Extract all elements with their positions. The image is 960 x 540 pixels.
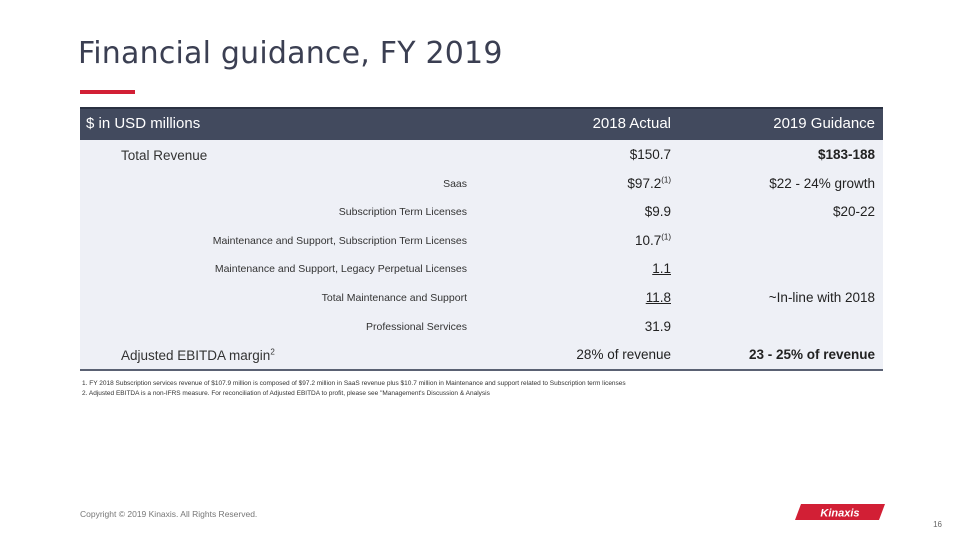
row-actual: 28% of revenue — [576, 347, 671, 363]
row-label: Total Revenue — [121, 148, 208, 163]
row-label: Total Maintenance and Support — [321, 291, 467, 304]
kinaxis-logo: Kinaxis — [795, 504, 885, 520]
row-guidance: 23 - 25% of revenue — [748, 347, 875, 363]
slide-title: Financial guidance, FY 2019 — [78, 36, 503, 71]
footnote-ref: (1) — [661, 232, 671, 242]
row-actual: 11.8 — [645, 289, 671, 305]
copyright: Copyright © 2019 Kinaxis. All Rights Res… — [80, 509, 258, 519]
footnote-2: 2. Adjusted EBITDA is a non-IFRS measure… — [82, 390, 490, 397]
row-actual: 10.7(1) — [635, 233, 671, 248]
row-actual-value: $97.2 — [627, 175, 662, 191]
header-2018-actual: 2018 Actual — [592, 115, 671, 132]
table-row: Total Revenue $150.7 $183-188 — [80, 140, 883, 169]
row-label: Maintenance and Support, Legacy Perpetua… — [214, 263, 467, 276]
table-header: $ in USD millions 2018 Actual 2019 Guida… — [80, 107, 883, 140]
footnote-ref: (1) — [661, 175, 671, 185]
row-label: Subscription Term Licenses — [338, 206, 467, 219]
row-actual: $150.7 — [629, 147, 671, 162]
guidance-table: $ in USD millions 2018 Actual 2019 Guida… — [80, 107, 883, 371]
header-label: $ in USD millions — [86, 115, 201, 132]
row-label: Professional Services — [366, 320, 467, 333]
logo-text: Kinaxis — [820, 508, 859, 520]
row-actual: 31.9 — [644, 318, 671, 334]
row-label: Saas — [443, 177, 467, 190]
table-bottom-rule — [80, 368, 883, 371]
table-row: Maintenance and Support, Subscription Te… — [80, 226, 883, 255]
row-label: Adjusted EBITDA margin2 — [121, 348, 275, 363]
row-guidance: $22 - 24% growth — [769, 175, 875, 191]
row-guidance: $183-188 — [817, 147, 875, 162]
row-label-text: Adjusted EBITDA margin — [121, 348, 271, 364]
title-accent-rule — [80, 90, 135, 94]
row-label: Maintenance and Support, Subscription Te… — [212, 234, 467, 247]
page-number: 16 — [933, 520, 942, 529]
row-guidance: ~In-line with 2018 — [768, 289, 875, 305]
table-row: Professional Services 31.9 — [80, 312, 883, 341]
table-row: Saas $97.2(1) $22 - 24% growth — [80, 169, 883, 198]
row-actual: 1.1 — [652, 261, 671, 277]
row-actual: $9.9 — [644, 204, 671, 220]
table-row: Subscription Term Licenses $9.9 $20-22 — [80, 197, 883, 226]
row-guidance: $20-22 — [832, 204, 875, 220]
table-row: Maintenance and Support, Legacy Perpetua… — [80, 254, 883, 283]
table-row: Total Maintenance and Support 11.8 ~In-l… — [80, 283, 883, 312]
table-row: Adjusted EBITDA margin2 28% of revenue 2… — [80, 340, 883, 369]
header-2019-guidance: 2019 Guidance — [773, 115, 875, 132]
footnote-1: 1. FY 2018 Subscription services revenue… — [82, 380, 626, 387]
footnotes: 1. FY 2018 Subscription services revenue… — [82, 379, 626, 399]
footnote-ref: 2 — [270, 347, 275, 357]
row-actual-value: 10.7 — [634, 232, 662, 248]
row-actual: $97.2(1) — [627, 176, 671, 191]
